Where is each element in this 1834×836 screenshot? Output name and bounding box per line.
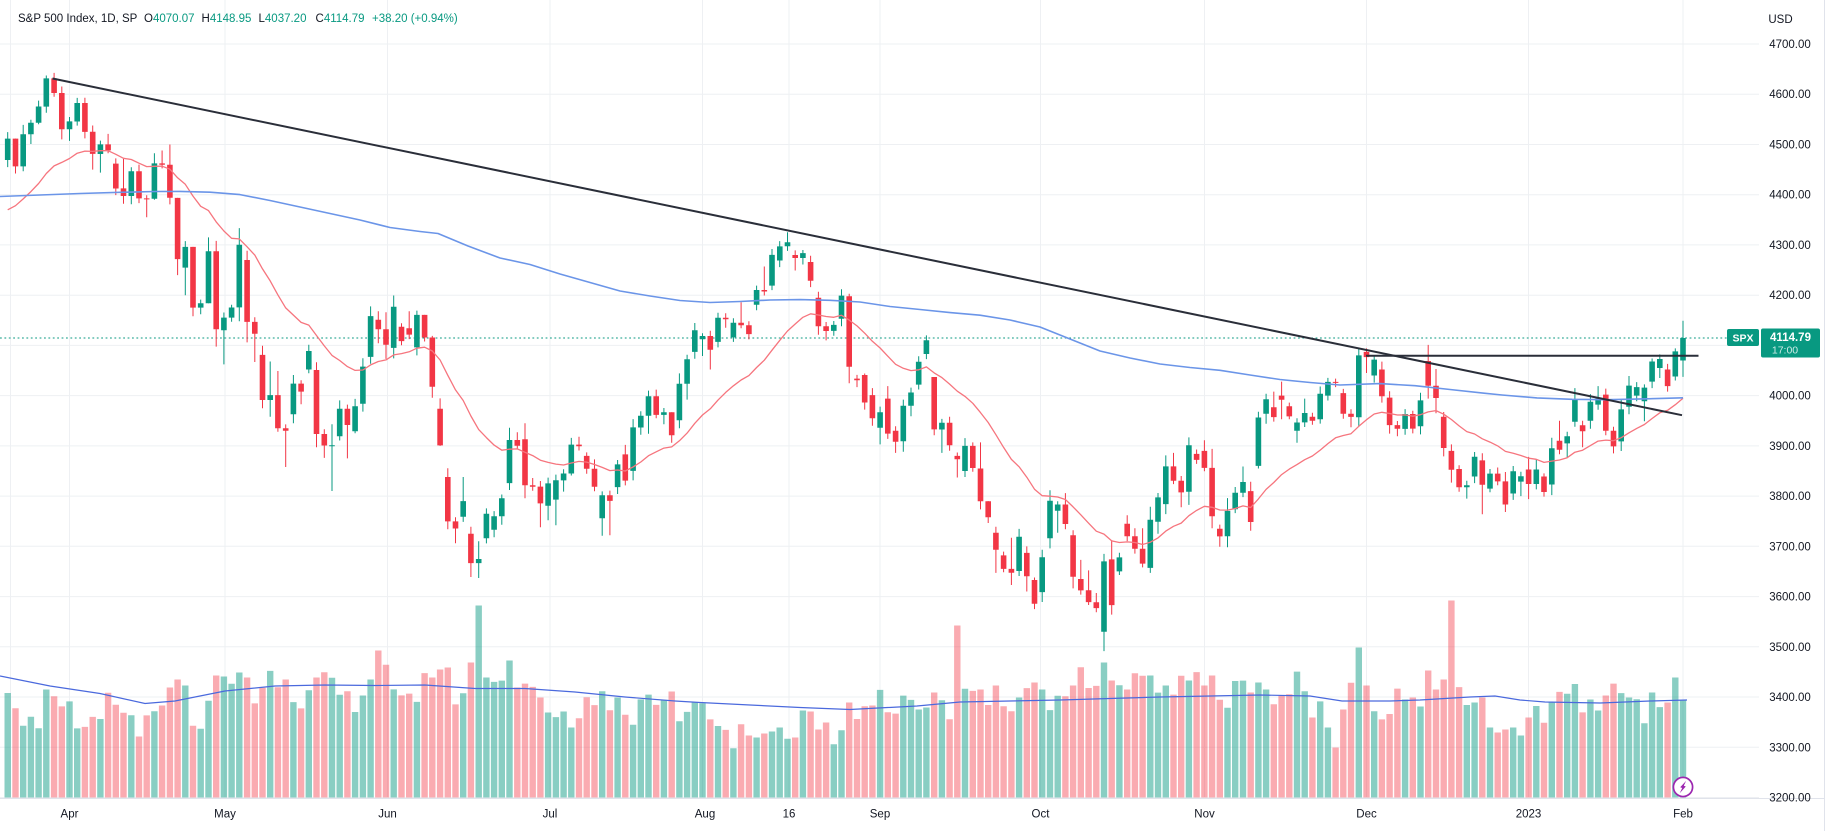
svg-text:3600.00: 3600.00	[1769, 592, 1811, 604]
svg-text:USD: USD	[1768, 14, 1792, 26]
svg-text:3300.00: 3300.00	[1769, 742, 1811, 754]
svg-text:3200.00: 3200.00	[1769, 793, 1811, 805]
svg-text:4600.00: 4600.00	[1769, 89, 1811, 101]
svg-text:Sep: Sep	[870, 809, 890, 821]
svg-text:Jun: Jun	[378, 809, 397, 821]
svg-text:Apr: Apr	[61, 809, 79, 821]
svg-text:3400.00: 3400.00	[1769, 692, 1811, 704]
svg-text:4000.00: 4000.00	[1769, 391, 1811, 403]
svg-text:Aug: Aug	[695, 809, 715, 821]
svg-text:4114.79: 4114.79	[1770, 332, 1811, 344]
svg-text:Nov: Nov	[1194, 809, 1215, 821]
svg-text:17:00: 17:00	[1772, 345, 1798, 357]
svg-text:2023: 2023	[1516, 809, 1542, 821]
svg-text:May: May	[214, 809, 236, 821]
svg-text:3700.00: 3700.00	[1769, 541, 1811, 553]
svg-text:Feb: Feb	[1673, 809, 1693, 821]
svg-text:Oct: Oct	[1032, 809, 1051, 821]
svg-text:4400.00: 4400.00	[1769, 190, 1811, 202]
svg-text:4700.00: 4700.00	[1769, 39, 1811, 51]
svg-text:SPX: SPX	[1732, 333, 1753, 345]
svg-text:4300.00: 4300.00	[1769, 240, 1811, 252]
svg-text:4200.00: 4200.00	[1769, 290, 1811, 302]
svg-text:3800.00: 3800.00	[1769, 491, 1811, 503]
svg-text:4500.00: 4500.00	[1769, 140, 1811, 152]
svg-text:3500.00: 3500.00	[1769, 642, 1811, 654]
svg-text:3900.00: 3900.00	[1769, 441, 1811, 453]
svg-text:Dec: Dec	[1356, 809, 1377, 821]
svg-text:16: 16	[783, 809, 796, 821]
svg-text:Jul: Jul	[543, 809, 558, 821]
